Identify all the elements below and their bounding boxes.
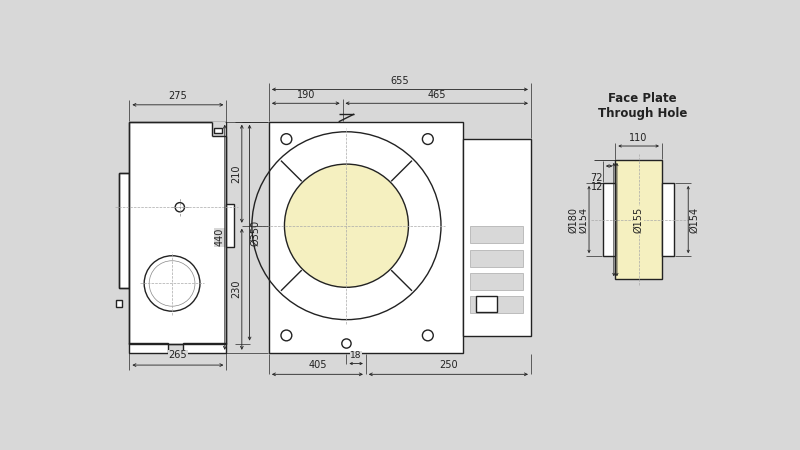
Text: 210: 210 — [231, 165, 242, 183]
Bar — [118, 173, 130, 288]
Bar — [470, 250, 523, 266]
Bar — [462, 139, 531, 336]
Bar — [470, 296, 523, 313]
Text: Ø350: Ø350 — [250, 220, 260, 246]
Text: Ø154: Ø154 — [690, 207, 699, 233]
Bar — [226, 204, 234, 247]
Bar — [130, 343, 168, 353]
Text: Ø154: Ø154 — [578, 207, 589, 233]
Text: 655: 655 — [390, 76, 410, 86]
Text: 440: 440 — [214, 228, 224, 247]
Bar — [115, 301, 122, 306]
Bar — [476, 297, 497, 312]
Text: Face Plate
Through Hole: Face Plate Through Hole — [598, 92, 687, 120]
Bar — [470, 226, 523, 243]
Circle shape — [285, 164, 409, 287]
Text: 250: 250 — [439, 360, 458, 370]
Text: 275: 275 — [169, 91, 187, 101]
Bar — [662, 183, 674, 256]
Text: 230: 230 — [231, 280, 242, 298]
Text: 405: 405 — [308, 360, 326, 370]
Text: 190: 190 — [297, 90, 315, 100]
Bar — [603, 183, 615, 256]
Bar — [269, 122, 462, 353]
Text: Ø155: Ø155 — [634, 207, 644, 233]
Text: Ø180: Ø180 — [569, 207, 578, 233]
Bar — [130, 122, 226, 343]
Text: 72: 72 — [590, 173, 603, 183]
Bar — [214, 128, 222, 133]
Bar — [615, 160, 662, 279]
Bar — [470, 273, 523, 290]
Text: 12: 12 — [590, 182, 603, 192]
Bar — [212, 122, 226, 135]
Text: 110: 110 — [630, 133, 648, 143]
Text: 265: 265 — [169, 351, 187, 360]
Bar — [182, 343, 226, 353]
Text: 18: 18 — [350, 351, 362, 360]
Text: 465: 465 — [427, 90, 446, 100]
